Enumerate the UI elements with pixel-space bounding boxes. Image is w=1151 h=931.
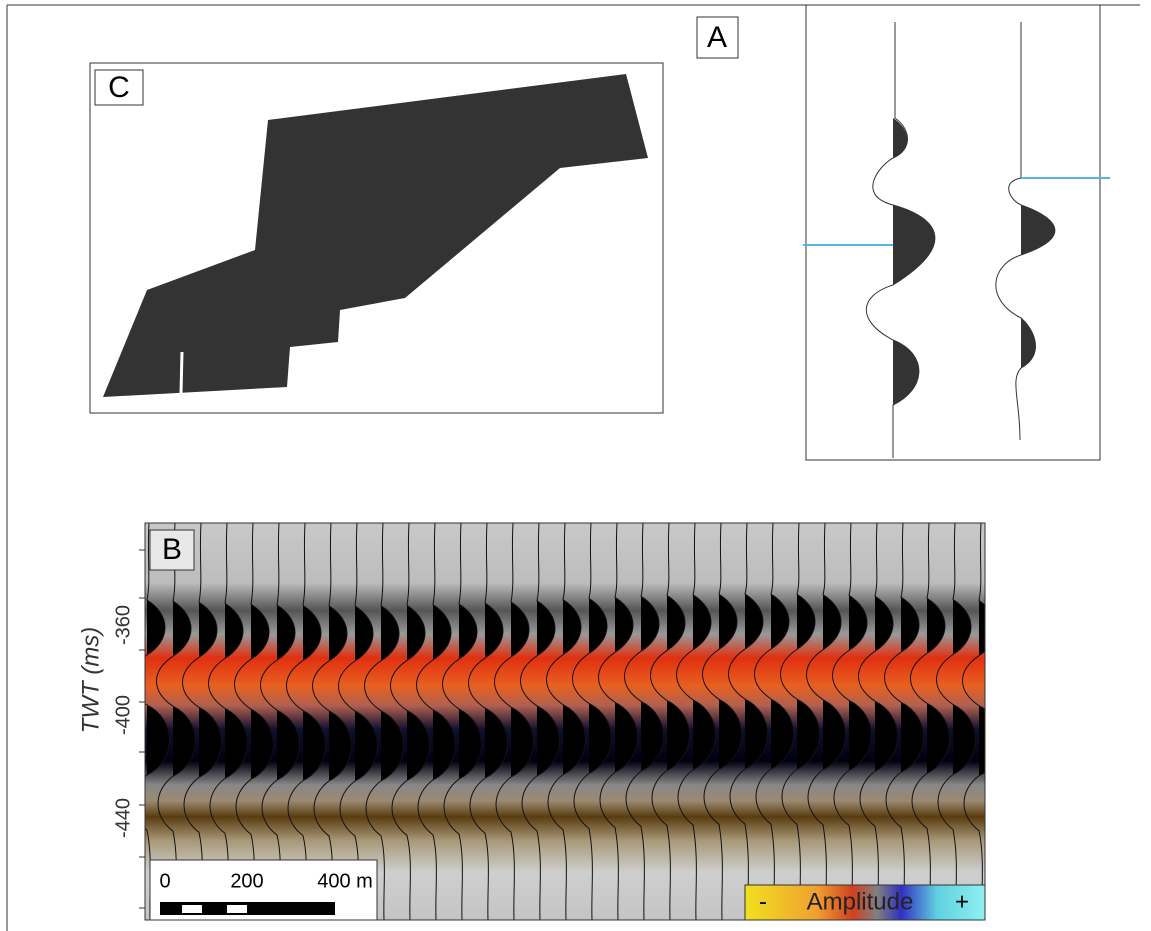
figure: C A B TWT (ms) -360 -400 -440 0 200 <box>0 0 1151 931</box>
panel-frame <box>806 5 1100 460</box>
scale-label: 400 m <box>317 870 373 892</box>
colorbar-plus: + <box>955 888 969 915</box>
panel-label: A <box>707 21 727 54</box>
gap-line <box>181 352 182 393</box>
colorbar-minus: - <box>759 888 767 915</box>
y-tick-label: -360 <box>112 605 134 645</box>
panel-c: C <box>90 63 663 413</box>
panel-a: A <box>697 5 1110 460</box>
y-tick-label: -440 <box>112 798 134 838</box>
y-axis-label: TWT (ms) <box>77 627 104 734</box>
scale-bar: 0 200 400 m <box>150 860 377 920</box>
trace-fill <box>893 118 935 405</box>
trace-fill <box>1021 205 1055 368</box>
y-ticks <box>139 550 145 908</box>
scale-label: 200 <box>230 870 263 892</box>
scale-label: 0 <box>159 870 170 892</box>
panel-label: B <box>162 533 182 566</box>
colorbar: - Amplitude + <box>745 885 985 920</box>
panel-label: C <box>108 71 130 104</box>
colorbar-title: Amplitude <box>807 888 914 915</box>
y-tick-label: -400 <box>112 695 134 735</box>
panel-b: B TWT (ms) -360 -400 -440 0 200 400 m - … <box>77 523 1001 920</box>
